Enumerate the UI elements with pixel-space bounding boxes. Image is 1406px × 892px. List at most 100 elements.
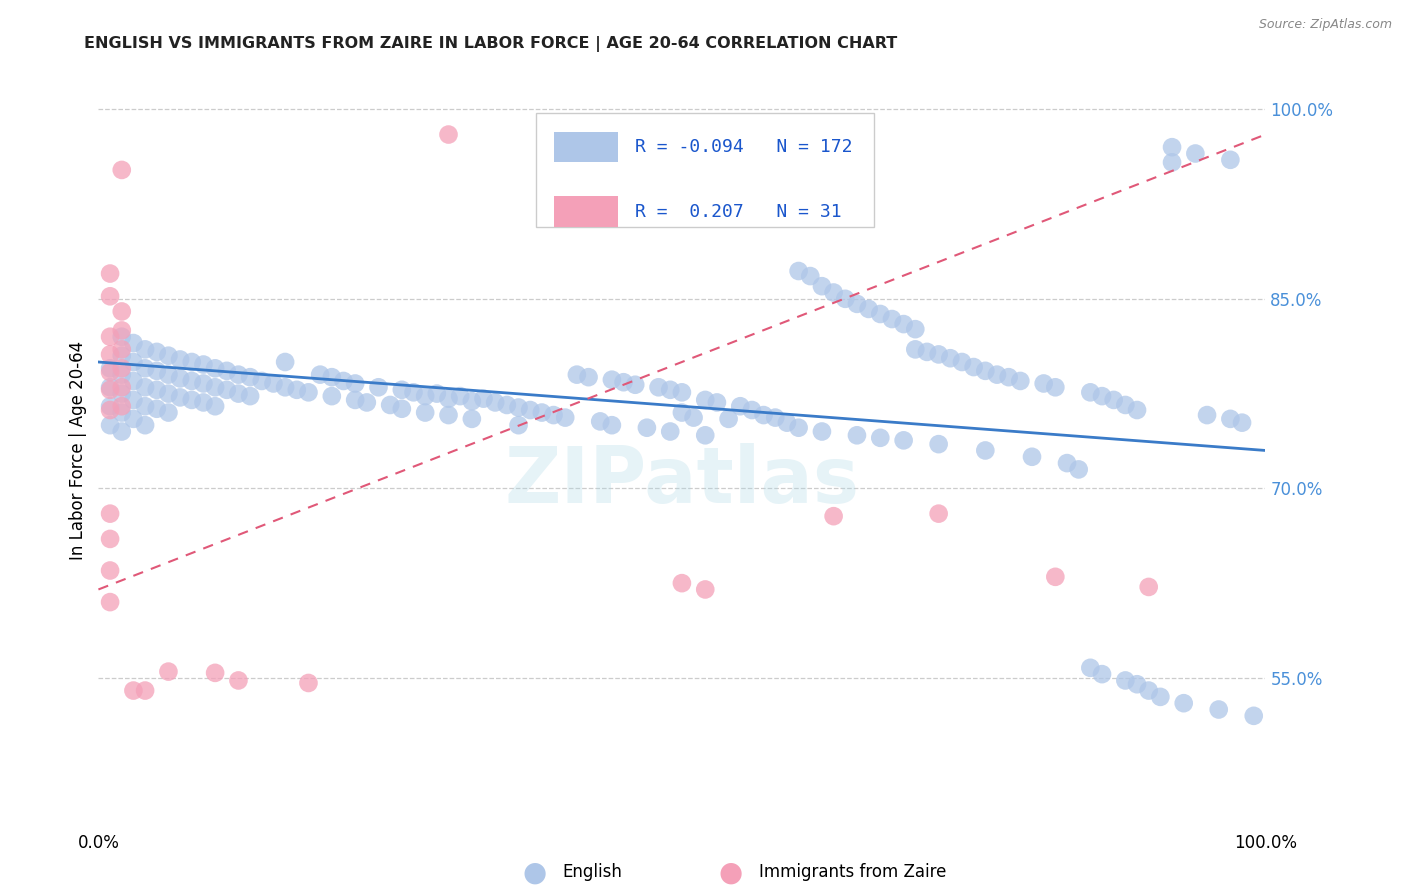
Point: [111, 399, 134, 413]
Point: [111, 405, 134, 419]
Point: [111, 380, 134, 394]
Point: [869, 307, 891, 321]
Point: [950, 355, 973, 369]
Point: [98, 418, 121, 433]
Text: Immigrants from Zaire: Immigrants from Zaire: [759, 863, 946, 881]
Point: [98, 564, 121, 578]
Point: [309, 368, 332, 382]
Point: [1208, 702, 1230, 716]
Point: [332, 374, 354, 388]
Point: [811, 425, 834, 439]
Point: [730, 399, 752, 413]
Point: [111, 349, 134, 363]
Point: [1080, 385, 1102, 400]
Point: [426, 386, 449, 401]
Point: [986, 368, 1008, 382]
Point: [846, 297, 869, 311]
Point: [1126, 403, 1149, 417]
Point: [834, 292, 856, 306]
Point: [122, 412, 145, 426]
Point: [600, 418, 623, 433]
Point: [706, 395, 728, 409]
Point: [274, 355, 297, 369]
Point: [157, 386, 180, 401]
Point: [380, 398, 402, 412]
Point: [98, 403, 121, 417]
Point: [215, 364, 238, 378]
Text: ZIPatlas: ZIPatlas: [505, 442, 859, 519]
Point: [659, 383, 682, 397]
Point: [962, 359, 984, 375]
Y-axis label: In Labor Force | Age 20-64: In Labor Force | Age 20-64: [69, 341, 87, 560]
Point: [1091, 389, 1114, 403]
Point: [111, 368, 134, 382]
Point: [869, 431, 891, 445]
Point: [484, 395, 506, 409]
Point: [169, 371, 191, 385]
Text: ●: ●: [522, 858, 547, 887]
Point: [146, 401, 169, 416]
Text: R = -0.094   N = 172: R = -0.094 N = 172: [636, 138, 852, 156]
Point: [1184, 146, 1206, 161]
Point: [461, 394, 484, 409]
Point: [193, 395, 215, 409]
Point: [413, 389, 436, 403]
Point: [682, 410, 704, 425]
Point: [391, 401, 413, 416]
Point: [146, 364, 169, 378]
Point: [787, 421, 810, 435]
Point: [180, 355, 202, 369]
Point: [647, 380, 669, 394]
Point: [111, 361, 134, 376]
Point: [461, 412, 484, 426]
Point: [98, 267, 121, 281]
Point: [122, 392, 145, 407]
Text: R =  0.207   N = 31: R = 0.207 N = 31: [636, 202, 842, 220]
Point: [904, 322, 927, 336]
Point: [111, 304, 134, 318]
Point: [437, 128, 460, 142]
Point: [1045, 570, 1067, 584]
Point: [157, 368, 180, 382]
Point: [1080, 661, 1102, 675]
Point: [893, 434, 915, 448]
Point: [695, 428, 717, 442]
FancyBboxPatch shape: [554, 132, 617, 162]
Point: [763, 410, 786, 425]
Point: [1219, 153, 1241, 167]
Point: [636, 421, 658, 435]
Point: [659, 425, 682, 439]
FancyBboxPatch shape: [536, 113, 875, 227]
Point: [204, 380, 226, 394]
Point: [578, 370, 600, 384]
Point: [193, 376, 215, 391]
Point: [98, 507, 121, 521]
Point: [98, 347, 121, 361]
Point: [98, 289, 121, 303]
Point: [228, 368, 250, 382]
Point: [565, 368, 588, 382]
Point: [157, 349, 180, 363]
Point: [98, 330, 121, 344]
Point: [1126, 677, 1149, 691]
Point: [613, 375, 636, 389]
Point: [1114, 673, 1136, 688]
Point: [974, 364, 997, 378]
Point: [215, 383, 238, 397]
Point: [134, 361, 156, 376]
Point: [449, 389, 471, 403]
Point: [239, 370, 262, 384]
Point: [530, 405, 553, 419]
Point: [98, 383, 121, 397]
Point: [134, 683, 156, 698]
Point: [111, 323, 134, 337]
Point: [776, 416, 799, 430]
Point: [671, 576, 693, 591]
Point: [1161, 155, 1184, 169]
Point: [1195, 408, 1218, 422]
Point: [98, 399, 121, 413]
Point: [111, 330, 134, 344]
Point: [519, 403, 541, 417]
Point: [1021, 450, 1043, 464]
Point: [204, 399, 226, 413]
